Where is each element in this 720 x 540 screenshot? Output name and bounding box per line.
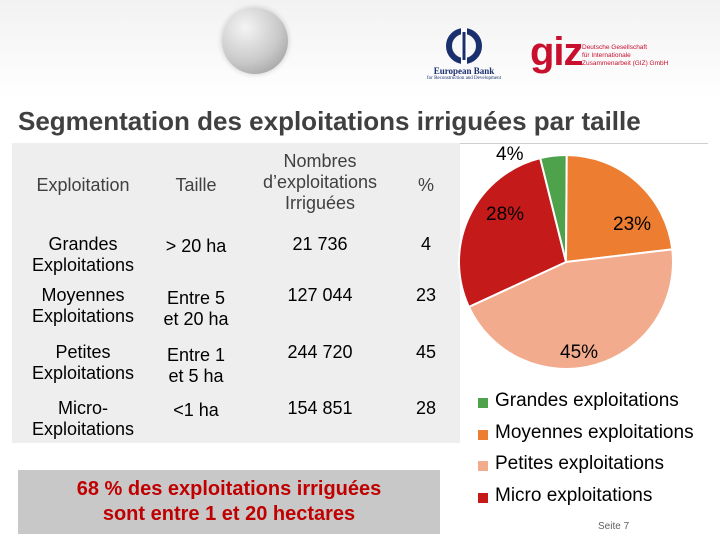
row-name-line: Exploitations bbox=[31, 306, 135, 326]
row-name-line: Exploitations bbox=[31, 363, 135, 383]
bank-name: European Bank bbox=[433, 66, 495, 76]
row-size: > 20 ha bbox=[165, 236, 227, 256]
row-name-line: Grandes bbox=[48, 234, 118, 254]
bank-subtitle: for Reconstruction and Development bbox=[426, 76, 501, 81]
legend-label: Grandes exploitations bbox=[495, 390, 679, 411]
header-band bbox=[0, 0, 720, 98]
row-size: Entre 5 et 20 ha bbox=[156, 288, 236, 330]
row-count: 244 720 bbox=[287, 342, 353, 362]
header-nombre-line: d’exploitations bbox=[262, 172, 378, 192]
row-pct: 4 bbox=[420, 234, 431, 254]
giz-line: Zusammenarbeit (GIZ) GmbH bbox=[582, 60, 669, 67]
legend-item: Petites exploitations bbox=[478, 453, 718, 477]
farms-table: Exploitation Taille Nombres d’exploitati… bbox=[12, 143, 460, 443]
row-size-line: et 5 ha bbox=[168, 366, 224, 386]
header-exploitation: Exploitation bbox=[36, 175, 130, 195]
conclusion-box: 68 % des exploitations irriguées sont en… bbox=[18, 470, 440, 534]
row-name-line: Petites bbox=[55, 342, 111, 362]
legend-swatch bbox=[478, 430, 488, 440]
row-size-line: Entre 1 bbox=[166, 345, 226, 365]
pie-slice-label: 23% bbox=[613, 214, 652, 235]
header-nombre-line: Nombres bbox=[283, 151, 357, 171]
row-size: <1 ha bbox=[173, 400, 219, 420]
row-pct: 23 bbox=[415, 285, 437, 305]
slide-title: Segmentation des exploitations irriguées… bbox=[18, 106, 641, 136]
pie-slice bbox=[564, 153, 674, 264]
legend-swatch bbox=[478, 398, 488, 408]
row-count: 127 044 bbox=[287, 285, 353, 305]
row-name-line: Exploitations bbox=[31, 255, 135, 275]
legend-label: Moyennes exploitations bbox=[495, 422, 694, 443]
row-pct: 45 bbox=[415, 342, 437, 362]
conclusion-line: sont entre 1 et 20 hectares bbox=[102, 503, 356, 525]
header-nombre: Nombres d’exploitations Irriguées bbox=[240, 151, 400, 214]
pie-slice-label: 45% bbox=[560, 342, 599, 363]
ebrd-emblem-icon bbox=[446, 28, 482, 64]
legend-label: Petites exploitations bbox=[495, 453, 664, 474]
pie-slice-label: 4% bbox=[496, 144, 524, 165]
legend-label: Micro exploitations bbox=[495, 485, 653, 506]
row-name: Petites Exploitations bbox=[18, 342, 148, 384]
row-name-line: Moyennes bbox=[41, 285, 125, 305]
row-name-line: Micro- bbox=[58, 398, 108, 418]
conclusion-line: 68 % des exploitations irriguées bbox=[76, 478, 382, 500]
row-name: Grandes Exploitations bbox=[18, 234, 148, 276]
row-count: 154 851 bbox=[287, 398, 353, 418]
pie-slice bbox=[458, 156, 568, 309]
pie-slice-label: 28% bbox=[486, 204, 525, 225]
row-pct: 28 bbox=[415, 398, 437, 418]
header-taille: Taille bbox=[175, 175, 217, 195]
row-name: Moyennes Exploitations bbox=[18, 285, 148, 327]
pie-chart bbox=[456, 152, 676, 372]
giz-logo: giz bbox=[530, 30, 584, 74]
pie-chart-svg bbox=[458, 153, 674, 370]
row-name: Micro- Exploitations bbox=[18, 398, 148, 440]
header-nombre-line: Irriguées bbox=[284, 193, 356, 213]
giz-subtitle: Deutsche Gesellschaft für Internationale… bbox=[582, 44, 702, 68]
header-pct: % bbox=[417, 175, 434, 195]
pie-slice bbox=[467, 248, 674, 370]
giz-line: Deutsche Gesellschaft bbox=[582, 44, 648, 51]
legend-swatch bbox=[478, 493, 488, 503]
page-number: Seite 7 bbox=[598, 521, 630, 532]
legend-item: Moyennes exploitations bbox=[478, 422, 718, 446]
legend-item: Micro exploitations bbox=[478, 485, 718, 509]
legend-item: Grandes exploitations bbox=[478, 390, 718, 414]
row-count: 21 736 bbox=[292, 234, 348, 254]
ebrd-logo: European Bank for Reconstruction and Dev… bbox=[405, 28, 523, 92]
globe-icon bbox=[222, 8, 288, 74]
row-size-line: Entre 5 bbox=[166, 288, 226, 308]
legend-swatch bbox=[478, 461, 488, 471]
giz-line: für Internationale bbox=[582, 52, 631, 59]
row-size-line: et 20 ha bbox=[163, 309, 229, 329]
row-size: Entre 1 et 5 ha bbox=[156, 345, 236, 387]
row-name-line: Exploitations bbox=[31, 419, 135, 439]
table-background bbox=[12, 143, 460, 443]
